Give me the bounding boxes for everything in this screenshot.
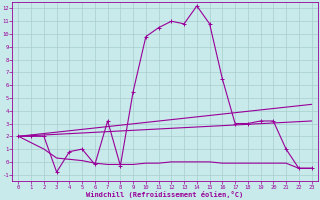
X-axis label: Windchill (Refroidissement éolien,°C): Windchill (Refroidissement éolien,°C) — [86, 191, 244, 198]
